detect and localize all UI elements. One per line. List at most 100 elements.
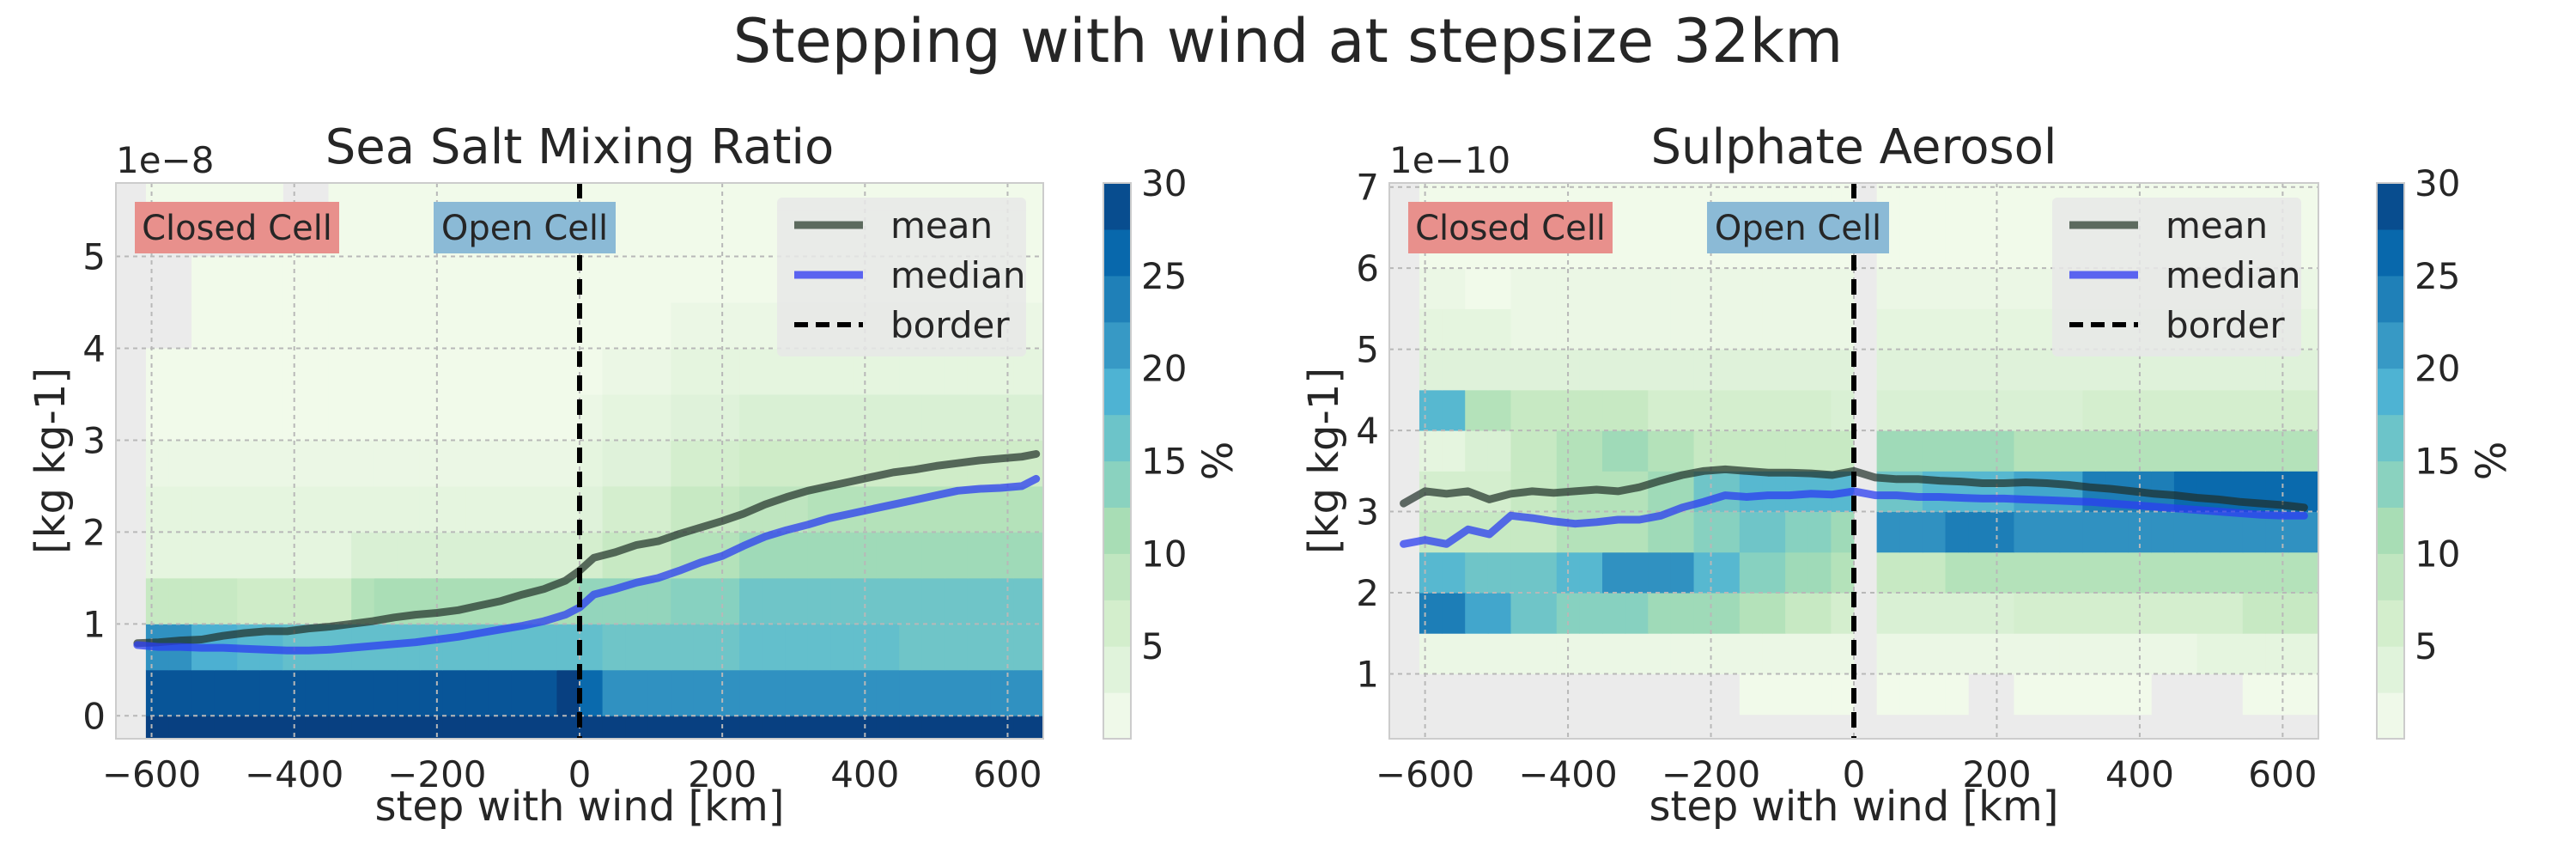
heatmap-cell [693,348,718,395]
heatmap-cell [1648,227,1672,269]
heatmap-cell [1716,389,1741,431]
heatmap-cell [785,393,809,441]
heatmap-cell [1442,633,1466,674]
heatmap-cell [1785,673,1809,716]
heatmap-cell [1876,389,1900,431]
heatmap-cell [2014,592,2038,634]
heatmap-cell [237,485,261,533]
heatmap-cell [511,716,535,739]
heatmap-cell [374,532,398,579]
heatmap-cell [2082,430,2106,472]
heatmap-cell [580,302,604,349]
heatmap-cell [2220,471,2244,513]
heatmap-cell [328,256,352,303]
heatmap-cell [1945,183,1969,188]
heatmap-cell [259,669,283,716]
panel-title: Sulphate Aerosol [1651,119,2057,175]
heatmap-cell [945,532,969,579]
heatmap-cell [625,393,649,441]
heatmap-cell [671,393,695,441]
heatmap-cell [2059,633,2083,674]
heatmap-cell [921,577,945,624]
heatmap-cell [580,669,604,716]
legend: mean median border [777,198,1026,356]
heatmap-cell [191,348,216,395]
heatmap-cell [1693,430,1717,472]
heatmap-cell [1785,430,1809,472]
x-tick-label: −600 [1376,753,1474,795]
heatmap-cell [1419,308,1443,350]
heatmap-cell [625,256,649,303]
heatmap-cell [2220,389,2244,431]
heatmap-cell [625,302,649,349]
heatmap-cell [1579,511,1603,553]
heatmap-cell [1990,389,2014,431]
axes-frame [115,182,1044,740]
heatmap-cell [671,183,695,211]
heatmap-cell [876,577,900,624]
heatmap-cell [1648,349,1672,391]
heatmap-cell [1625,592,1649,634]
heatmap-cell [2105,183,2129,188]
heatmap-cell [716,302,740,349]
y-tick-label: 1 [82,603,106,645]
heatmap-cell [2082,551,2106,594]
heatmap-cell [1465,633,1489,674]
heatmap-cell [785,624,809,671]
heatmap-cell [921,532,945,579]
heatmap-cell [921,716,945,739]
heatmap-cell [1785,633,1809,674]
heatmap-cell [1442,183,1466,188]
heatmap-cell [1534,268,1558,309]
series-line-mean [133,450,1041,648]
heatmap-cell [1670,268,1695,309]
heatmap-cell [716,669,740,716]
heatmap-cell [1922,186,1947,228]
heatmap-cell [2105,511,2129,553]
heatmap-cell [1762,389,1786,431]
colorbar-tick-label: 20 [2415,348,2460,390]
heatmap-cell [419,393,443,441]
heatmap-cell [2151,389,2175,431]
heatmap-cell [2311,551,2318,594]
heatmap-cell [1534,183,1558,188]
heatmap-cell [465,393,489,441]
heatmap-cell [625,716,649,739]
heatmap-cell [1831,551,1855,594]
heatmap-cell [305,485,330,533]
heatmap-cell [2311,183,2318,188]
heatmap-cell [1625,308,1649,350]
heatmap-cell [1990,430,2014,472]
heatmap-cell [2059,551,2083,594]
heatmap-cell [397,532,421,579]
heatmap-cell [1625,551,1649,594]
heatmap-cell [762,669,786,716]
heatmap-cell [2014,183,2038,188]
heatmap-cell [1487,389,1511,431]
heatmap-cell [305,393,330,441]
heatmap-cell [1693,633,1717,674]
heatmap-cell [2082,389,2106,431]
heatmap-cell [967,624,992,671]
heatmap-cell [2037,430,2061,472]
y-tick-label: 5 [1356,329,1379,371]
heatmap-cell [1899,183,1923,188]
heatmap-cell [1510,268,1534,309]
heatmap-cell [2105,633,2129,674]
heatmap-cell [2220,551,2244,594]
heatmap-cell [1785,349,1809,391]
heatmap-cell [1442,389,1466,431]
heatmap-cell [533,256,557,303]
heatmap-cell [1990,349,2014,391]
colorbar-segment [1103,460,1131,509]
heatmap-cell [1625,186,1649,228]
heatmap-cell [556,485,580,533]
heatmap-cell [2242,673,2266,716]
heatmap-cell [1602,592,1626,634]
heatmap-cell [716,210,740,258]
heatmap-cell [259,440,283,487]
colorbar-tick-label: 20 [1141,348,1187,390]
heatmap-cell [1922,183,1947,188]
heatmap-cell [1807,673,1832,716]
heatmap-cell [1648,186,1672,228]
